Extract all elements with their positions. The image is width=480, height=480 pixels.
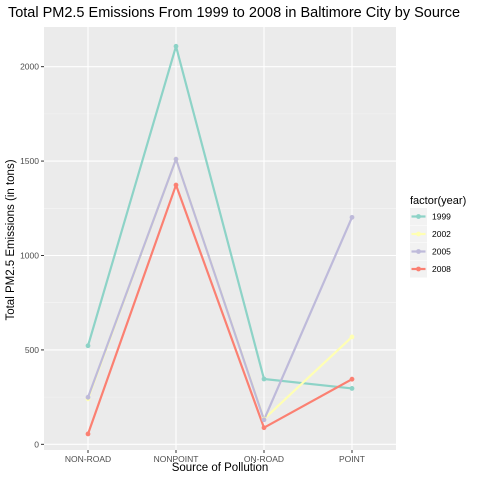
data-point-1999 [173,43,179,49]
legend-label-2005: 2005 [432,247,451,257]
y-tick-label: 2000 [20,62,39,72]
legend-label-1999: 1999 [432,212,451,222]
y-tick-label: 0 [34,439,39,449]
legend-label-2008: 2008 [432,264,451,274]
data-point-1999 [261,376,267,382]
data-point-2008 [261,425,267,431]
legend: factor(year) 1999 2002 2005 2008 [410,195,466,278]
data-point-2005 [261,417,267,423]
legend-title: factor(year) [410,195,466,207]
series-line-2005 [86,158,354,421]
data-point-2005 [173,156,179,162]
y-tick-label: 1500 [20,156,39,166]
y-axis-title: Total PM2.5 Emissions (in tons) [5,159,17,320]
legend-key-point [416,249,421,254]
legend-key-point [416,266,421,272]
x-tick-label: NON-ROAD [65,454,111,464]
data-point-2005 [349,214,355,220]
y-axis-ticks: 0 500 1000 1500 2000 [20,62,44,449]
grid-minor [44,113,396,398]
x-axis-ticks: NON-ROAD NONPOINT ON-ROAD POINT [65,450,365,464]
y-tick-label: 1000 [20,250,39,260]
data-point-2002 [349,334,355,340]
data-point-1999 [85,343,91,349]
data-point-2008 [173,182,179,188]
chart-title: Total PM2.5 Emissions From 1999 to 2008 … [8,5,460,21]
y-tick-label: 500 [25,345,39,355]
series-line-2008 [86,183,353,435]
series-line-1999 [86,45,353,390]
series-points [85,43,355,437]
legend-key-point [416,214,421,219]
data-point-2005 [85,394,91,400]
x-tick-label: NONPOINT [154,454,199,464]
x-tick-label: ON-ROAD [244,454,284,464]
data-point-2008 [349,376,355,382]
data-point-2008 [85,431,91,437]
x-tick-label: POINT [339,454,365,464]
series-lines [86,45,354,435]
data-point-1999 [349,386,355,391]
x-axis-title: Source of Pollution [172,462,269,474]
plot-background [44,27,396,450]
legend-label-2002: 2002 [432,229,451,239]
legend-key-point [416,231,421,237]
